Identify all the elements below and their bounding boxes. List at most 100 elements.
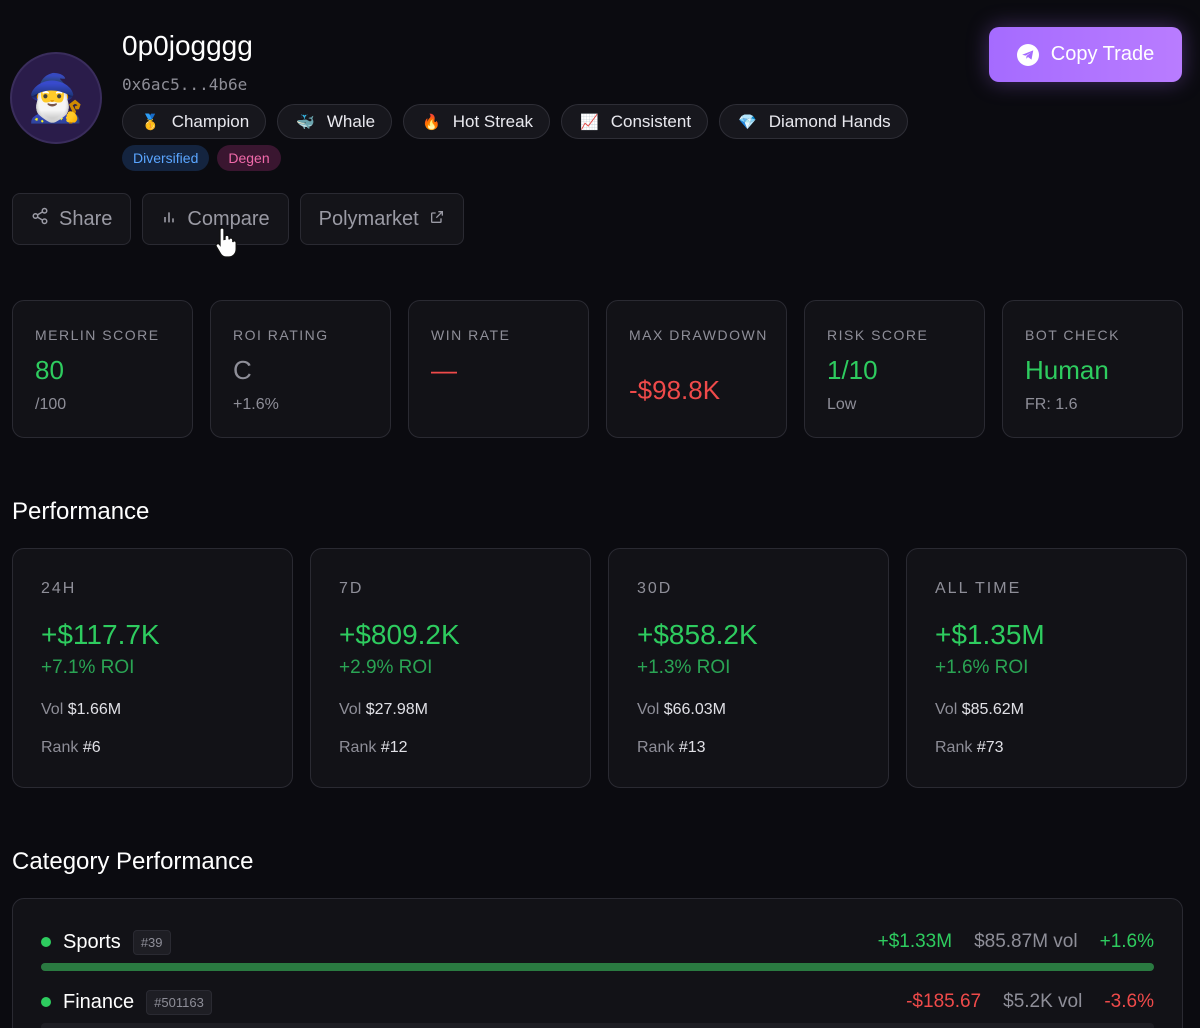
perf-rank-label: Rank	[637, 739, 675, 756]
tag-list: Diversified Degen	[122, 145, 281, 171]
stat-value: Human	[1025, 355, 1109, 385]
category-bar-fill	[41, 963, 1154, 971]
perf-rank: Rank #12	[339, 739, 408, 757]
stat-value: -$98.8K	[629, 375, 721, 405]
perf-vol-value: $1.66M	[67, 701, 122, 718]
status-dot	[41, 997, 51, 1007]
stat-bot-check: BOT CHECK Human FR: 1.6	[1002, 300, 1183, 438]
share-button[interactable]: Share	[12, 193, 132, 245]
hand-cursor-icon	[214, 226, 238, 263]
perf-vol-label: Vol	[41, 701, 64, 718]
medal-icon: 🥇	[141, 113, 160, 131]
badge-label: Consistent	[610, 111, 692, 131]
perf-rank: Rank #6	[41, 739, 101, 757]
copy-trade-button[interactable]: Copy Trade	[989, 27, 1182, 82]
perf-card-7d: 7D +$809.2K +2.9% ROI Vol $27.98M Rank #…	[310, 548, 591, 788]
perf-vol-value: $27.98M	[365, 701, 428, 718]
stat-label: MAX DRAWDOWN	[629, 327, 768, 343]
external-link-icon	[429, 208, 445, 231]
fire-icon: 🔥	[422, 113, 441, 131]
badge-consistent: 📈 Consistent	[561, 104, 709, 139]
stat-value: —	[431, 355, 457, 385]
perf-card-30d: 30D +$858.2K +1.3% ROI Vol $66.03M Rank …	[608, 548, 889, 788]
badge-hot-streak: 🔥 Hot Streak	[403, 104, 551, 139]
telegram-icon	[1016, 43, 1039, 66]
stat-risk-score: RISK SCORE 1/10 Low	[804, 300, 985, 438]
category-volume: $5.2K vol	[1003, 991, 1083, 1012]
stat-roi-rating: ROI RATING C +1.6%	[210, 300, 391, 438]
stat-win-rate: WIN RATE —	[408, 300, 589, 438]
compare-button[interactable]: Compare	[142, 193, 289, 245]
perf-roi: +7.1% ROI	[41, 657, 135, 678]
category-pnl: -$185.67	[906, 991, 982, 1012]
perf-period: 24H	[41, 580, 77, 597]
category-pnl: +$1.33M	[877, 931, 953, 952]
perf-vol-label: Vol	[935, 701, 958, 718]
perf-pnl: +$117.7K	[41, 619, 160, 650]
share-label: Share	[59, 207, 113, 230]
stat-label: BOT CHECK	[1025, 327, 1120, 343]
perf-volume: Vol $27.98M	[339, 701, 428, 719]
perf-roi: +1.6% ROI	[935, 657, 1029, 678]
badge-list: 🥇 Champion 🐳 Whale 🔥 Hot Streak 📈 Consis…	[122, 104, 908, 139]
perf-rank: Rank #73	[935, 739, 1004, 757]
badge-champion: 🥇 Champion	[122, 104, 267, 139]
perf-roi: +1.3% ROI	[637, 657, 731, 678]
performance-heading: Performance	[12, 498, 150, 525]
perf-rank-value: #73	[976, 739, 1004, 756]
perf-pnl: +$1.35M	[935, 619, 1045, 650]
stat-value: 80	[35, 355, 64, 385]
username: 0p0jogggg	[122, 30, 253, 61]
category-rank: #39	[132, 929, 171, 955]
perf-period: ALL TIME	[935, 580, 1022, 597]
badge-label: Champion	[171, 111, 250, 131]
category-roi: -3.6%	[1104, 991, 1154, 1012]
stat-merlin-score: MERLIN SCORE 80 /100	[12, 300, 193, 438]
perf-roi: +2.9% ROI	[339, 657, 433, 678]
bar-chart-icon	[161, 208, 177, 231]
copy-trade-label: Copy Trade	[1050, 43, 1155, 65]
category-panel: Sports #39 +$1.33M $85.87M vol +1.6% Fin…	[12, 898, 1183, 1028]
action-bar: Share Compare Polymarket	[12, 193, 464, 245]
perf-rank-label: Rank	[935, 739, 973, 756]
badge-label: Whale	[326, 111, 376, 131]
category-name: Sports	[63, 930, 121, 953]
category-bar-finance	[41, 1023, 1154, 1028]
category-metrics: +$1.33M $85.87M vol +1.6%	[878, 931, 1154, 953]
category-row-finance[interactable]: Finance #501163 -$185.67 $5.2K vol -3.6%	[41, 987, 1154, 1017]
perf-pnl: +$858.2K	[637, 619, 758, 650]
category-name: Finance	[63, 990, 135, 1013]
polymarket-label: Polymarket	[318, 207, 419, 230]
tag-diversified: Diversified	[122, 145, 210, 171]
stat-sub: /100	[35, 396, 67, 413]
perf-pnl: +$809.2K	[339, 619, 460, 650]
diamond-icon: 💎	[738, 113, 757, 131]
wallet-address[interactable]: 0x6ac5...4b6e	[122, 75, 248, 94]
perf-rank-value: #12	[380, 739, 408, 756]
perf-vol-label: Vol	[339, 701, 362, 718]
performance-cards: 24H +$117.7K +7.1% ROI Vol $1.66M Rank #…	[12, 548, 1187, 788]
perf-vol-value: $66.03M	[663, 701, 726, 718]
stat-label: WIN RATE	[431, 327, 511, 343]
perf-volume: Vol $85.62M	[935, 701, 1024, 719]
category-volume: $85.87M vol	[974, 931, 1078, 952]
badge-whale: 🐳 Whale	[277, 104, 393, 139]
perf-volume: Vol $1.66M	[41, 701, 121, 719]
stat-value: 1/10	[827, 355, 878, 385]
stat-max-drawdown: MAX DRAWDOWN -$98.8K	[606, 300, 787, 438]
perf-rank-label: Rank	[41, 739, 79, 756]
chart-up-icon: 📈	[580, 113, 599, 131]
category-metrics: -$185.67 $5.2K vol -3.6%	[906, 991, 1154, 1013]
category-roi: +1.6%	[1099, 931, 1154, 952]
perf-rank-value: #6	[82, 739, 101, 756]
whale-icon: 🐳	[296, 113, 315, 131]
tag-degen: Degen	[217, 145, 281, 171]
category-rank: #501163	[146, 989, 212, 1015]
stat-sub: +1.6%	[233, 396, 279, 413]
stat-label: ROI RATING	[233, 327, 329, 343]
perf-card-all-time: ALL TIME +$1.35M +1.6% ROI Vol $85.62M R…	[906, 548, 1187, 788]
category-row-sports[interactable]: Sports #39 +$1.33M $85.87M vol +1.6%	[41, 927, 1154, 957]
polymarket-link[interactable]: Polymarket	[299, 193, 464, 245]
stat-label: MERLIN SCORE	[35, 327, 160, 343]
perf-card-24h: 24H +$117.7K +7.1% ROI Vol $1.66M Rank #…	[12, 548, 293, 788]
